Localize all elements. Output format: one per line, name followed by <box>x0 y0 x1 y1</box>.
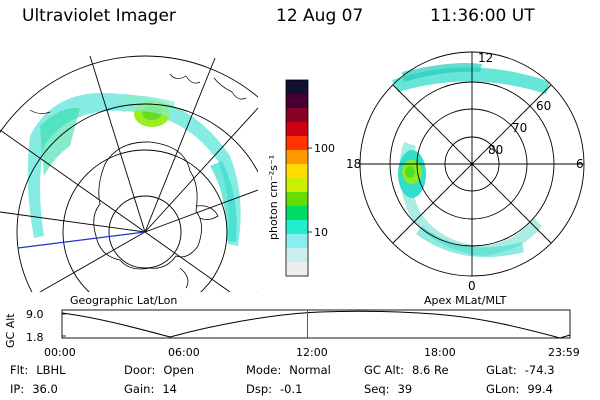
status-dsp: Dsp: -0.1 <box>246 382 303 396</box>
mlat-label-60: 60 <box>536 99 551 113</box>
altitude-curve <box>61 310 571 339</box>
colorbar-swatch <box>286 262 308 277</box>
geo-meridians <box>0 55 258 292</box>
apex-polar-plot: 12 18 6 0 60 70 80 <box>346 51 585 293</box>
geographic-caption: Geographic Lat/Lon <box>70 294 178 307</box>
observation-time: 11:36:00 UT <box>430 6 535 26</box>
status-gc-alt: GC Alt: 8.6 Re <box>364 363 449 377</box>
mlt-label-dusk: 18 <box>346 157 361 171</box>
altitude-tick-bottom: 1.8 <box>26 331 44 344</box>
mlt-label-midnight: 0 <box>468 279 476 292</box>
mlt-label-noon: 12 <box>478 51 493 65</box>
colorbar-swatch <box>286 248 308 263</box>
colorbar-swatch <box>286 108 308 123</box>
colorbar-swatch <box>286 150 308 165</box>
colorbar-swatch <box>286 178 308 193</box>
status-gain: Gain: 14 <box>124 382 177 396</box>
colorbar-frame <box>285 79 309 277</box>
status-mode: Mode: Normal <box>246 363 331 377</box>
geo-latitude-circles <box>0 55 258 292</box>
altitude-timeline: GC Alt 9.0 1.8 00:00 06:00 12:00 18:00 2… <box>0 304 600 364</box>
time-tick-2359: 23:59 <box>548 346 580 359</box>
colorbar-swatch <box>286 234 308 249</box>
time-tick-1800: 18:00 <box>424 346 456 359</box>
satellite-track <box>17 231 146 249</box>
apex-projection-panel: 12 18 6 0 60 70 80 <box>342 46 600 293</box>
observation-date: 12 Aug 07 <box>276 6 364 26</box>
altitude-tick-top: 9.0 <box>26 308 44 321</box>
colorbar-swatch <box>286 122 308 137</box>
apex-caption: Apex MLat/MLT <box>424 294 507 307</box>
time-tick-0000: 00:00 <box>44 346 76 359</box>
colorbar-swatch <box>286 192 308 207</box>
colorbar-swatch <box>286 80 308 95</box>
time-tick-0600: 06:00 <box>168 346 200 359</box>
colorbar-swatch <box>286 94 308 109</box>
status-door: Door: Open <box>124 363 195 377</box>
status-seq: Seq: 39 <box>364 382 413 396</box>
mlat-label-80: 80 <box>488 143 503 157</box>
colorbar-tick-100: 100 <box>314 142 335 155</box>
status-filter: Flt: LBHL <box>10 363 66 377</box>
colorbar-swatch <box>286 136 308 151</box>
status-ip: IP: 36.0 <box>10 382 58 396</box>
status-glon: GLon: 99.4 <box>486 382 553 396</box>
title-bar: Ultraviolet Imager 12 Aug 07 11:36:00 UT <box>0 6 600 28</box>
colorbar-legend: 100 10 photon cm⁻²s⁻¹ <box>262 78 342 284</box>
mlt-label-dawn: 6 <box>576 157 584 171</box>
geo-aurora-emission <box>27 92 241 247</box>
colorbar-swatch <box>286 164 308 179</box>
mlat-label-70: 70 <box>512 121 527 135</box>
apex-mlt-spokes <box>360 52 584 276</box>
status-glat: GLat: -74.3 <box>486 363 555 377</box>
colorbar-swatch <box>286 220 308 235</box>
altitude-plot-frame <box>61 309 571 339</box>
instrument-title: Ultraviolet Imager <box>22 6 176 26</box>
apex-aurora-emission <box>392 63 550 258</box>
altitude-axis-label: GC Alt <box>4 313 17 348</box>
colorbar-unit-label: photon cm⁻²s⁻¹ <box>267 155 280 240</box>
geographic-map <box>0 55 258 292</box>
colorbar-swatch <box>286 206 308 221</box>
colorbar-tick-10: 10 <box>314 226 328 239</box>
time-tick-1200: 12:00 <box>296 346 328 359</box>
geographic-projection-panel <box>0 46 258 292</box>
colorbar-swatches <box>286 80 308 277</box>
